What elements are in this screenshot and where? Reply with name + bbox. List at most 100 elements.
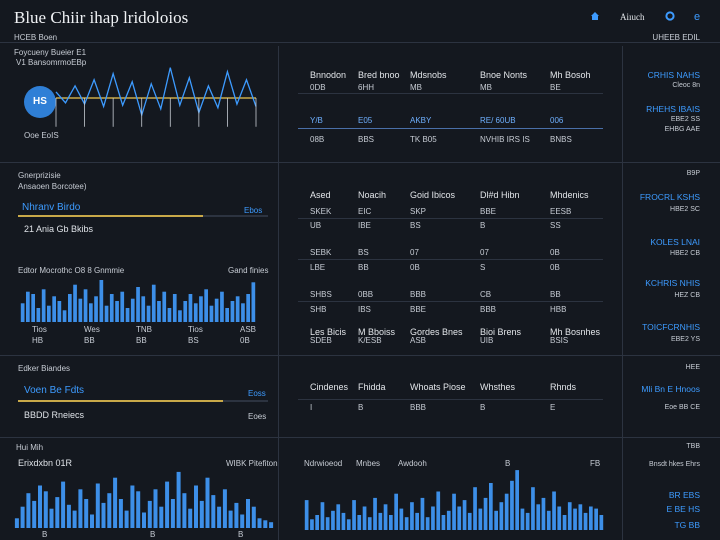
- right2-link4[interactable]: TOICFCRNHIS: [642, 322, 700, 332]
- bar: [188, 508, 193, 528]
- panel3-x-labels: Tios Wes TNB Tios ASB: [20, 325, 256, 335]
- table1-r1-cell: MB: [410, 83, 422, 92]
- bar: [26, 291, 30, 322]
- table3-headers-cell: Bioi Brens: [480, 327, 522, 337]
- panel5-bar-chart: [14, 471, 274, 528]
- table4-r1-cell: B: [480, 403, 486, 412]
- column-divider: [278, 46, 279, 540]
- table1-r1-cell: MB: [480, 83, 492, 92]
- bar: [331, 510, 335, 530]
- panel1-badge: HS: [24, 86, 56, 118]
- right2-link3[interactable]: KCHRIS NHIS: [645, 278, 700, 288]
- bar: [240, 514, 245, 528]
- bar: [78, 489, 83, 528]
- bar: [489, 483, 493, 530]
- panel2-bar-value: Ebos: [244, 206, 263, 215]
- table2-r1-cell: BBE: [480, 207, 497, 216]
- right2-top: B9P: [686, 170, 700, 177]
- right2-link1[interactable]: FROCRL KSHS: [639, 192, 700, 202]
- table1-r2-cell: E05: [358, 116, 373, 125]
- badge-label: HS: [33, 96, 47, 107]
- series-line: [55, 67, 257, 118]
- bar: [235, 296, 240, 322]
- bar: [394, 493, 398, 530]
- table2-rule: [298, 259, 603, 260]
- panel2-bar-label: Nhranv Birdo: [22, 202, 81, 213]
- table1-r2-cell: RE/ 60UB: [480, 116, 516, 125]
- table2-r2-cell: UB: [310, 221, 322, 230]
- panel4-bar-value: Eoss: [248, 389, 266, 398]
- table2-r5-cell: 0BB: [358, 290, 374, 299]
- right4-link1[interactable]: BR EBS: [668, 490, 700, 500]
- bar: [162, 291, 167, 322]
- table1-headers-cell: Bred bnoo: [358, 70, 400, 80]
- table3-r1-cell: BSIS: [550, 336, 569, 345]
- bar: [66, 504, 71, 528]
- table1-rule: [298, 93, 603, 94]
- bar: [172, 294, 177, 322]
- right2-link2[interactable]: KOLES LNAI: [650, 237, 700, 247]
- table2-rule: [298, 301, 603, 302]
- bar: [159, 506, 164, 528]
- bar: [573, 508, 577, 530]
- table4-headers-cell: Fhidda: [358, 382, 386, 392]
- table2-r3-cell: BS: [358, 248, 369, 257]
- right3-link1[interactable]: Mli Bn E Hnoos: [641, 384, 700, 394]
- bar: [209, 305, 214, 322]
- panel1-footer: Ooe EoIS: [24, 131, 59, 140]
- bar: [251, 282, 256, 322]
- bar: [452, 493, 456, 530]
- bar: [362, 506, 367, 530]
- panel6-title3: Awdooh: [398, 459, 427, 468]
- bar: [499, 502, 504, 530]
- bar: [183, 301, 188, 322]
- table2-rule: [298, 218, 603, 219]
- table4-headers-cell: Cindenes: [310, 382, 349, 392]
- bar: [204, 289, 208, 322]
- table3-headers-cell: Gordes Bnes: [410, 327, 463, 337]
- bar: [378, 512, 383, 530]
- panel2-title: Gnerprizisie: [18, 171, 61, 180]
- table1-headers-cell: Bnoe Nonts: [480, 70, 528, 80]
- bar: [118, 499, 123, 528]
- bar: [310, 519, 314, 530]
- bar: [141, 296, 146, 322]
- table1-r1-cell: BE: [550, 83, 561, 92]
- table1-r3-cell: BBS: [358, 135, 375, 144]
- panel6-title2: Mnbes: [356, 459, 381, 468]
- bar: [251, 506, 256, 528]
- table4-headers-cell: Whoats Piose: [410, 382, 466, 392]
- table2-r3-cell: SEBK: [310, 248, 332, 257]
- table2-r3-cell: 07: [480, 248, 489, 257]
- x-tick-label: BB: [136, 336, 147, 345]
- right1-link2[interactable]: RHEHS IBAIS: [646, 104, 700, 114]
- right1-link1[interactable]: CRHIS NAHS: [647, 70, 700, 80]
- bar: [38, 485, 42, 528]
- home-icon[interactable]: [590, 11, 600, 21]
- table4-headers-cell: Whsthes: [480, 382, 516, 392]
- settings-icon[interactable]: [665, 11, 675, 21]
- panel3-value: Gand finies: [228, 266, 269, 275]
- table3-r1-cell: K/ESB: [358, 336, 382, 345]
- right2-sub3: HEZ CB: [674, 292, 700, 299]
- right4-link2[interactable]: E BE HS: [666, 504, 700, 514]
- right4-link0[interactable]: Bnsdt hkes Ehrs: [649, 461, 700, 468]
- panel4-note-value: Eoes: [248, 412, 267, 421]
- right2-sub1: HBE2 SC: [670, 206, 700, 213]
- row-divider: [0, 437, 720, 438]
- user-label[interactable]: Aiıuch: [620, 12, 645, 22]
- bar: [457, 506, 462, 530]
- x-tick-label: Wes: [84, 325, 100, 334]
- table2-r2-cell: SS: [550, 221, 561, 230]
- bar: [346, 519, 351, 530]
- bar: [49, 508, 54, 528]
- bar: [146, 305, 151, 322]
- panel5-x3: B: [238, 530, 244, 539]
- table1-r3-cell: BNBS: [550, 135, 572, 144]
- bar: [176, 471, 181, 528]
- header-divider: [0, 42, 720, 43]
- bar: [562, 515, 567, 530]
- table1-r1-cell: 0DB: [310, 83, 326, 92]
- explorer-icon[interactable]: e: [694, 11, 704, 23]
- panel1-title: Foycueny Bueier E1: [14, 48, 87, 57]
